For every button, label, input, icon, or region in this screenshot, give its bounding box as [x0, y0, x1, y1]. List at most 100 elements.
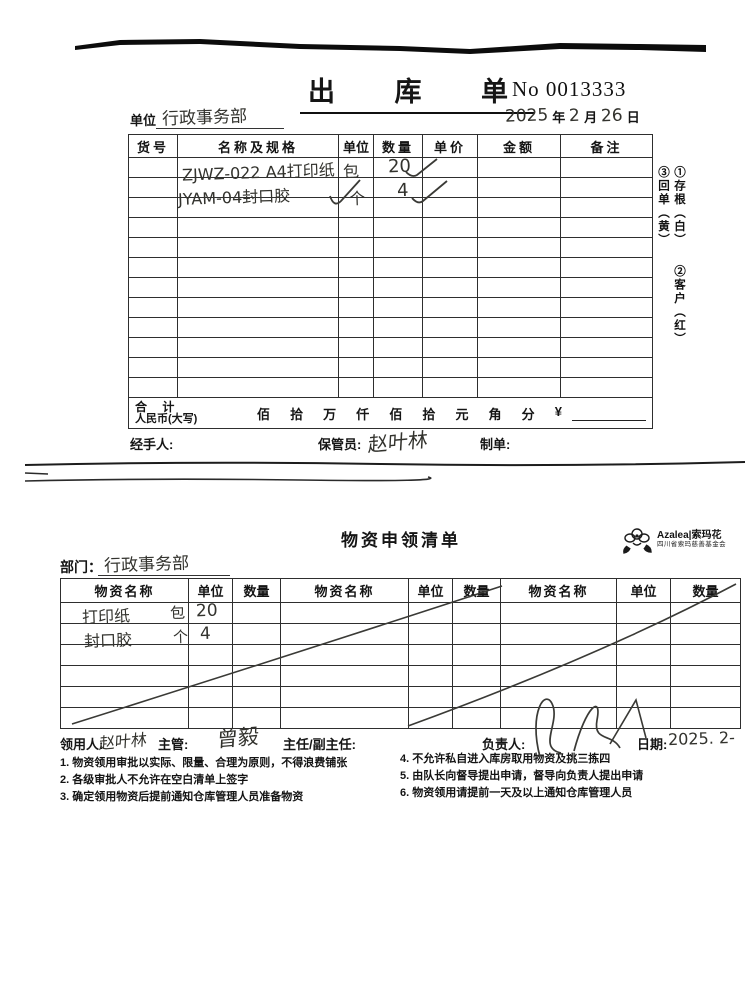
empty-cell: [616, 707, 671, 729]
table-row: [128, 297, 653, 318]
scan-artifact-divider-2: [24, 476, 432, 482]
empty-cell: [280, 707, 409, 729]
empty-cell: [477, 337, 561, 358]
empty-cell: [477, 177, 561, 198]
empty-cell: [500, 686, 617, 708]
table-row: [128, 177, 653, 198]
notes-left-column: 1. 物资领用审批以实际、限量、合理为原则，不得浪费铺张 2. 各级审批人不允许…: [60, 755, 347, 806]
empty-cell: [500, 602, 617, 624]
empty-cell: [188, 644, 233, 666]
digit-shi: 拾: [290, 406, 304, 422]
empty-cell: [560, 157, 653, 178]
empty-cell: [177, 217, 339, 238]
digit-qian: 仟: [356, 406, 370, 422]
empty-cell: [422, 257, 478, 278]
col-unit-1: 单位: [188, 578, 233, 603]
empty-cell: [177, 277, 339, 298]
table-row: [128, 377, 653, 398]
requisition-title: 物资申领清单: [341, 531, 461, 550]
empty-cell: [670, 602, 741, 624]
empty-cell: [338, 337, 374, 358]
empty-cell: [500, 707, 617, 729]
empty-cell: [477, 257, 561, 278]
empty-cell: [560, 277, 653, 298]
copy-customer-red: ②客户（红）: [673, 265, 685, 347]
month-label: 月: [584, 110, 598, 125]
organization-logo: Azalea|索玛花 四川省索玛慈善基金会: [620, 522, 726, 556]
empty-cell: [177, 377, 339, 398]
total-cell: 合 计 人民币(大写) 佰 拾 万 仟 佰 拾 元 角 分 ¥: [128, 397, 653, 429]
req-item1-name-handwritten: 打印纸: [81, 606, 131, 627]
empty-cell: [477, 377, 561, 398]
table-row: [128, 357, 653, 378]
maker-label: 制单:: [480, 437, 511, 452]
empty-cell: [560, 317, 653, 338]
empty-cell: [452, 686, 501, 708]
empty-cell: [616, 665, 671, 687]
req-item2-name-handwritten: 封口胶: [83, 630, 133, 651]
keeper-signature: 赵叶林: [367, 427, 429, 457]
empty-cell: [452, 602, 501, 624]
empty-cell: [560, 197, 653, 218]
recipient-label: 领用人:: [60, 737, 104, 752]
empty-cell: [670, 644, 741, 666]
empty-cell: [422, 217, 478, 238]
empty-cell: [560, 257, 653, 278]
empty-cell: [232, 686, 281, 708]
empty-cell: [280, 665, 409, 687]
copy-sheet-legend: ①存根（白） ②客户（红） ③回单（黄）: [655, 166, 687, 436]
digit-jiao: 角: [488, 406, 502, 422]
item2-unit-handwritten: 个: [348, 188, 366, 209]
empty-cell: [232, 623, 281, 645]
empty-cell: [477, 297, 561, 318]
req-item1-qty-handwritten: 20: [195, 600, 218, 622]
empty-cell: [280, 602, 409, 624]
copy-stub-white: ①存根（白）: [673, 166, 685, 247]
empty-cell: [616, 623, 671, 645]
responsible-label: 负责人:: [482, 737, 526, 752]
empty-cell: [177, 357, 339, 378]
req-item1-unit-handwritten: 包: [169, 603, 186, 623]
unit-underline: [156, 106, 284, 129]
empty-cell: [408, 686, 453, 708]
outbound-order-table: 货号 名称及规格 单位 数量 单价 金额 备注 合 计 人民币(大写): [128, 134, 653, 429]
empty-cell: [560, 337, 653, 358]
currency-symbol: ¥: [554, 403, 562, 419]
empty-cell: [500, 644, 617, 666]
empty-cell: [373, 377, 423, 398]
empty-cell: [452, 623, 501, 645]
req-item2-unit-handwritten: 个: [172, 627, 189, 647]
empty-cell: [477, 237, 561, 258]
col-unit: 单位: [338, 134, 374, 158]
recipient-signature: 赵叶林: [98, 729, 148, 754]
empty-cell: [452, 665, 501, 687]
col-unit-3: 单位: [616, 578, 671, 603]
empty-cell: [60, 686, 189, 708]
table-row: [128, 277, 653, 298]
col-name-spec: 名称及规格: [177, 134, 339, 158]
empty-cell: [60, 665, 189, 687]
empty-cell: [128, 237, 178, 258]
item2-qty-handwritten: 4: [396, 179, 409, 202]
empty-cell: [373, 277, 423, 298]
empty-cell: [408, 644, 453, 666]
note-2: 2. 各级审批人不允许在空白清单上签字: [60, 774, 249, 786]
outbound-order-title: 出 库 单: [300, 70, 535, 114]
digit-fen: 分: [521, 406, 535, 422]
day-label: 日: [626, 110, 640, 125]
note-3: 3. 确定领用物资后提前通知仓库管理人员准备物资: [60, 791, 304, 803]
empty-cell: [477, 157, 561, 178]
empty-cell: [128, 377, 178, 398]
order-date: 2025 年 2 月 26 日: [505, 105, 640, 126]
empty-cell: [373, 257, 423, 278]
order-number: No 0013333: [512, 77, 627, 101]
empty-cell: [560, 177, 653, 198]
empty-cell: [128, 337, 178, 358]
digit-yuan: 元: [455, 406, 469, 422]
table-row: [128, 337, 653, 358]
table-row: [128, 217, 653, 238]
table-row: [60, 644, 741, 666]
empty-cell: [338, 317, 374, 338]
empty-cell: [422, 337, 478, 358]
